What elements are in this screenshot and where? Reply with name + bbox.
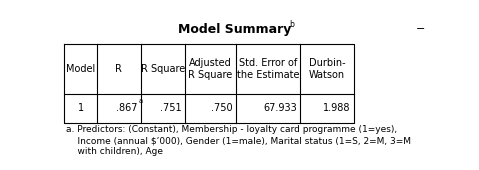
Text: Std. Error of
the Estimate: Std. Error of the Estimate [237, 58, 299, 80]
Text: 1: 1 [78, 103, 84, 113]
Text: R: R [115, 64, 122, 74]
Text: −: − [416, 24, 425, 34]
Text: b: b [289, 20, 294, 29]
Text: .750: .750 [211, 103, 233, 113]
Text: 1.988: 1.988 [323, 103, 351, 113]
Text: Durbin-
Watson: Durbin- Watson [308, 58, 345, 80]
Text: Model Summary: Model Summary [178, 23, 291, 36]
Text: Model: Model [66, 64, 95, 74]
Text: R Square: R Square [140, 64, 185, 74]
Text: 67.933: 67.933 [263, 103, 297, 113]
Text: a: a [138, 98, 142, 104]
Text: Adjusted
R Square: Adjusted R Square [188, 58, 232, 80]
Text: .751: .751 [160, 103, 182, 113]
Text: a. Predictors: (Constant), Membership - loyalty card programme (1=yes),
    Inco: a. Predictors: (Constant), Membership - … [66, 125, 411, 156]
Text: .867: .867 [116, 103, 138, 113]
